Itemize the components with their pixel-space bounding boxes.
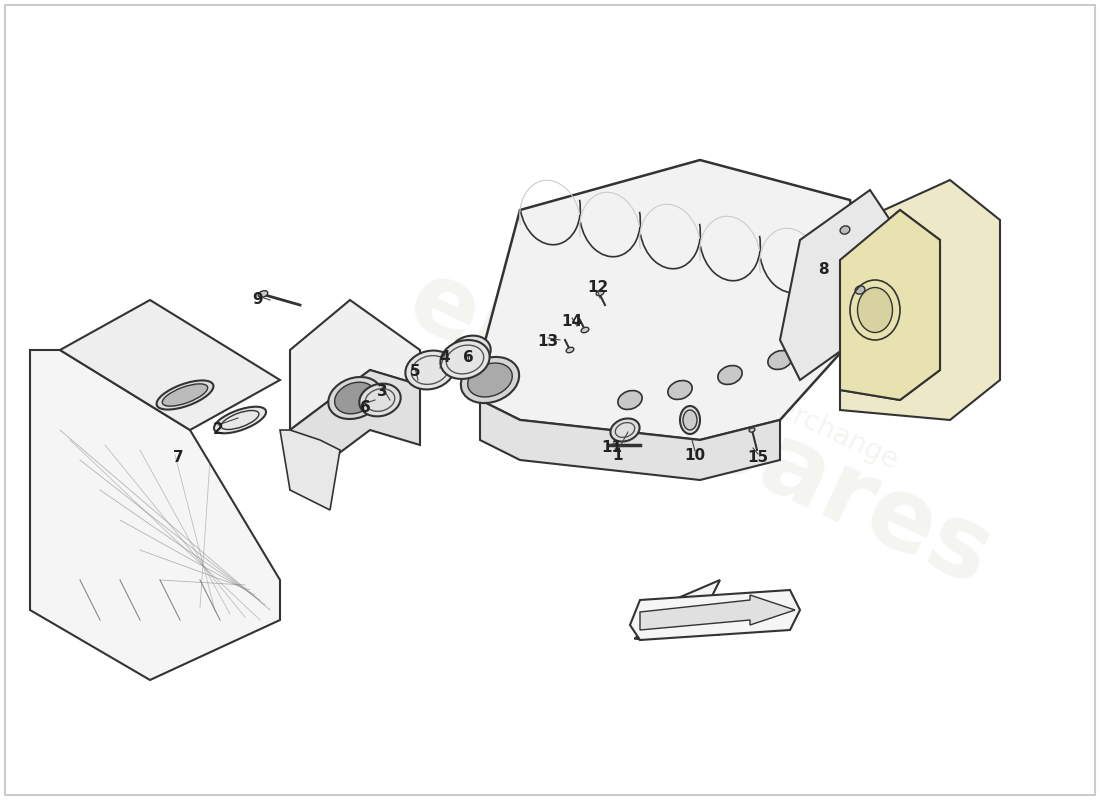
Ellipse shape bbox=[618, 390, 642, 410]
Polygon shape bbox=[640, 595, 795, 630]
Ellipse shape bbox=[749, 428, 755, 432]
Ellipse shape bbox=[668, 381, 692, 399]
Ellipse shape bbox=[449, 336, 491, 368]
Text: 10: 10 bbox=[684, 447, 705, 462]
Ellipse shape bbox=[440, 340, 490, 379]
Polygon shape bbox=[290, 370, 420, 490]
Ellipse shape bbox=[718, 366, 743, 385]
Polygon shape bbox=[630, 590, 800, 640]
Text: 13: 13 bbox=[538, 334, 559, 350]
Ellipse shape bbox=[596, 290, 604, 296]
Ellipse shape bbox=[360, 384, 400, 416]
Ellipse shape bbox=[581, 327, 589, 333]
Polygon shape bbox=[840, 210, 940, 400]
Text: 6: 6 bbox=[360, 401, 371, 415]
Polygon shape bbox=[60, 300, 280, 430]
Text: 3: 3 bbox=[376, 385, 387, 399]
Text: 11: 11 bbox=[602, 441, 623, 455]
Text: eurospares: eurospares bbox=[664, 222, 895, 378]
Ellipse shape bbox=[406, 350, 454, 390]
Ellipse shape bbox=[156, 381, 213, 410]
Polygon shape bbox=[480, 160, 870, 440]
Ellipse shape bbox=[334, 382, 375, 414]
Text: 14: 14 bbox=[561, 314, 583, 330]
Text: 15: 15 bbox=[747, 450, 769, 466]
Polygon shape bbox=[280, 430, 340, 510]
Ellipse shape bbox=[858, 287, 892, 333]
Ellipse shape bbox=[163, 384, 208, 406]
Polygon shape bbox=[290, 300, 420, 430]
Text: eurospares: eurospares bbox=[393, 253, 1006, 607]
Text: 9: 9 bbox=[253, 293, 263, 307]
Ellipse shape bbox=[683, 410, 697, 430]
Polygon shape bbox=[480, 400, 780, 480]
Text: 8: 8 bbox=[817, 262, 828, 278]
Polygon shape bbox=[840, 180, 1000, 420]
Ellipse shape bbox=[328, 377, 382, 419]
Ellipse shape bbox=[566, 347, 574, 353]
Text: 12: 12 bbox=[587, 281, 608, 295]
Polygon shape bbox=[30, 350, 280, 680]
Ellipse shape bbox=[840, 226, 850, 234]
Text: 2: 2 bbox=[212, 422, 223, 438]
Text: 6: 6 bbox=[463, 350, 473, 366]
Polygon shape bbox=[650, 580, 780, 635]
Text: 7: 7 bbox=[173, 450, 184, 466]
Ellipse shape bbox=[461, 357, 519, 403]
Text: a passion for parts interchange: a passion for parts interchange bbox=[497, 266, 903, 474]
Ellipse shape bbox=[680, 406, 700, 434]
Ellipse shape bbox=[610, 418, 639, 442]
Ellipse shape bbox=[768, 350, 792, 370]
Ellipse shape bbox=[855, 286, 865, 294]
Ellipse shape bbox=[213, 406, 266, 434]
Ellipse shape bbox=[258, 290, 267, 298]
Text: 1: 1 bbox=[613, 447, 624, 462]
Text: 4: 4 bbox=[440, 350, 450, 366]
Ellipse shape bbox=[468, 363, 513, 397]
Polygon shape bbox=[780, 190, 890, 380]
Text: 5: 5 bbox=[409, 365, 420, 379]
